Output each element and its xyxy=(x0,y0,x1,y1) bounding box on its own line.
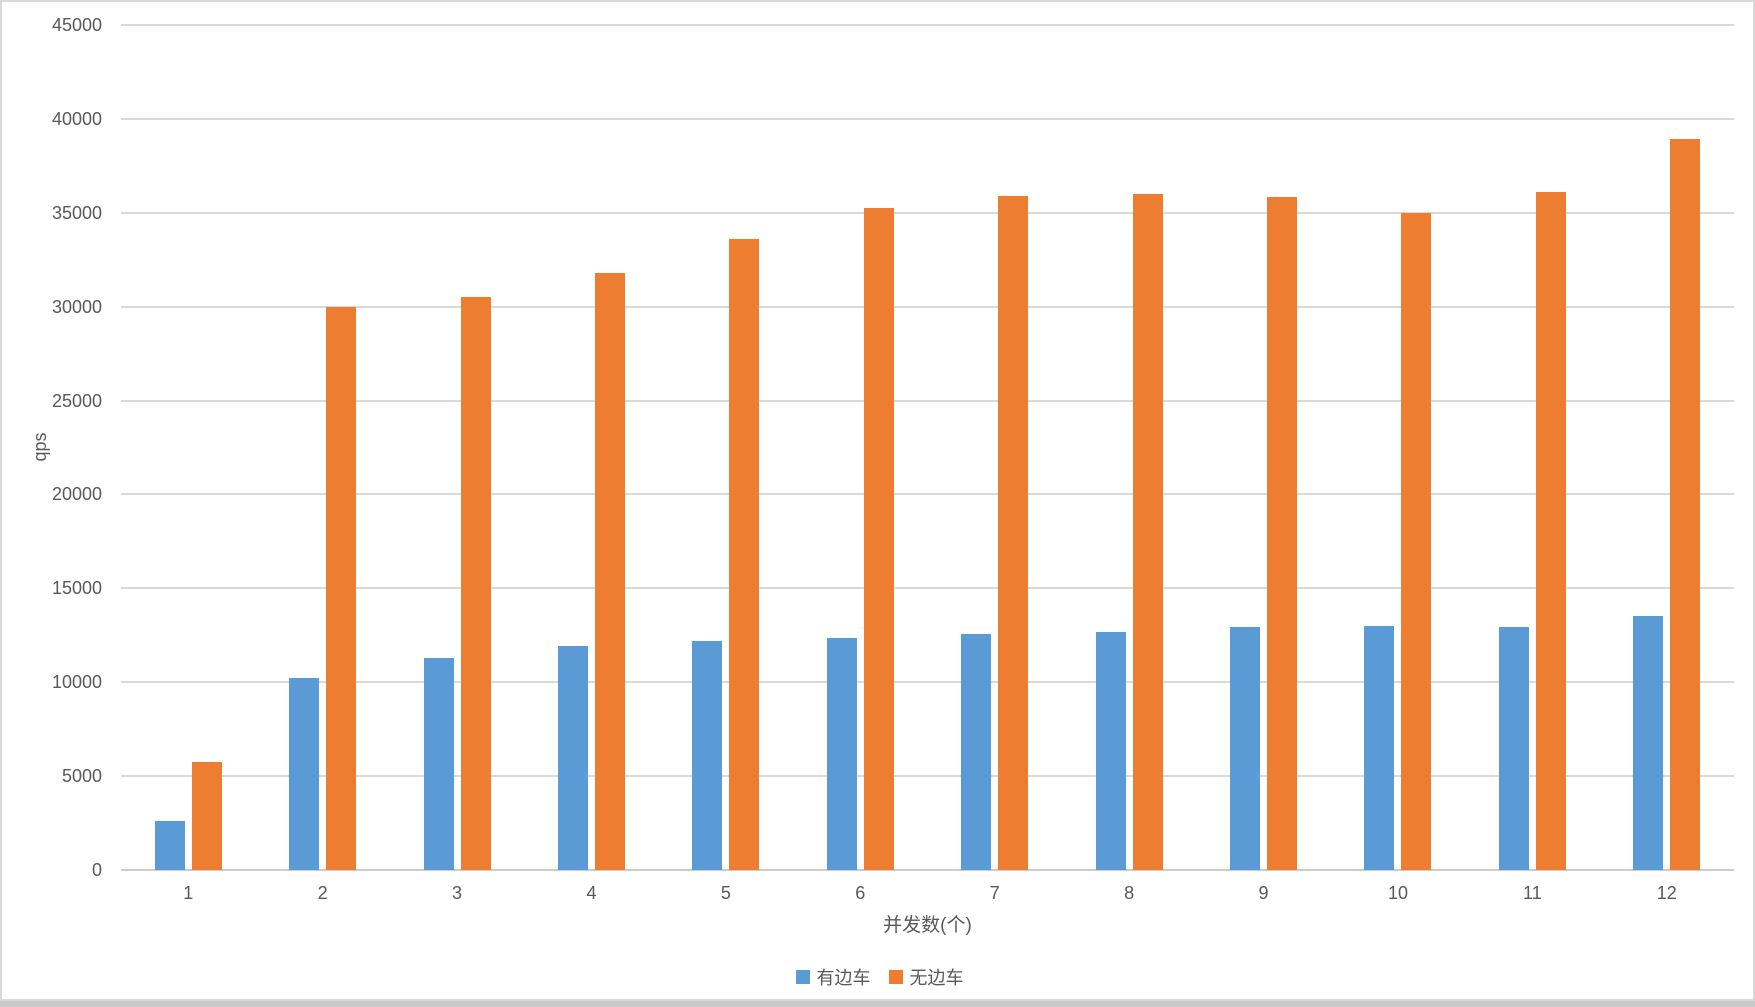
gridline-5000 xyxy=(121,775,1734,778)
gridline-30000 xyxy=(121,305,1734,308)
gridline-10000 xyxy=(121,681,1734,684)
y-tick-label-10000: 10000 xyxy=(51,672,102,693)
x-tick-label-4: 4 xyxy=(586,883,597,903)
x-axis-title: 并发数(个) xyxy=(883,915,972,936)
y-tick-label-25000: 25000 xyxy=(51,390,102,411)
legend-item-有边车: 有边车 xyxy=(795,964,871,990)
bar-无边车-12 xyxy=(1670,138,1701,870)
legend-swatch-icon xyxy=(888,970,903,984)
legend-item-无边车: 无边车 xyxy=(888,964,964,990)
x-tick-label-3: 3 xyxy=(452,883,463,903)
legend-label: 无边车 xyxy=(909,968,964,988)
bar-无边车-1 xyxy=(191,762,222,870)
x-tick-label-12: 12 xyxy=(1656,883,1677,903)
bar-有边车-5 xyxy=(692,640,723,870)
x-tick-label-9: 9 xyxy=(1258,883,1269,903)
x-tick-label-6: 6 xyxy=(855,883,866,903)
bar-无边车-4 xyxy=(594,272,625,870)
y-axis-title: qps xyxy=(29,432,50,462)
bar-有边车-12 xyxy=(1633,615,1664,870)
y-tick-label-30000: 30000 xyxy=(51,296,102,317)
x-tick-label-7: 7 xyxy=(989,883,1000,903)
y-axis-title-wrap: qps xyxy=(10,417,70,477)
y-tick-label-35000: 35000 xyxy=(51,202,102,223)
bottom-strip xyxy=(0,1001,1755,1007)
bar-有边车-10 xyxy=(1364,625,1395,870)
legend-swatch-icon xyxy=(795,970,810,984)
x-tick-label-8: 8 xyxy=(1124,883,1135,903)
bar-无边车-9 xyxy=(1267,196,1298,870)
y-tick-label-40000: 40000 xyxy=(51,108,102,129)
y-tick-label-20000: 20000 xyxy=(51,484,102,505)
x-tick-label-5: 5 xyxy=(720,883,731,903)
bar-无边车-8 xyxy=(1132,194,1163,870)
bar-无边车-3 xyxy=(460,297,491,870)
gridline-20000 xyxy=(121,493,1734,496)
bar-无边车-6 xyxy=(863,208,894,870)
gridline-40000 xyxy=(121,117,1734,120)
y-tick-label-15000: 15000 xyxy=(51,578,102,599)
bar-无边车-2 xyxy=(326,306,357,870)
bar-无边车-5 xyxy=(729,239,760,870)
y-tick-label-45000: 45000 xyxy=(51,15,102,35)
y-tick-label-5000: 5000 xyxy=(61,766,102,787)
bar-有边车-11 xyxy=(1498,626,1529,870)
bar-无边车-10 xyxy=(1401,212,1432,870)
y-tick-label-0: 0 xyxy=(91,860,102,880)
gridline-35000 xyxy=(121,211,1734,214)
gridline-45000 xyxy=(121,24,1734,26)
bar-有边车-6 xyxy=(826,638,857,870)
x-tick-label-1: 1 xyxy=(183,883,194,903)
bar-有边车-9 xyxy=(1230,626,1261,870)
bar-有边车-8 xyxy=(1095,631,1126,870)
bar-有边车-1 xyxy=(154,821,185,870)
x-tick-label-11: 11 xyxy=(1523,883,1542,903)
gridline-0 xyxy=(121,869,1734,871)
legend-label: 有边车 xyxy=(816,968,871,988)
bar-有边车-3 xyxy=(423,657,454,870)
bar-有边车-4 xyxy=(557,645,588,870)
gridline-15000 xyxy=(121,587,1734,590)
legend: 有边车 无边车 xyxy=(2,964,1755,990)
bar-无边车-11 xyxy=(1535,192,1566,870)
bar-有边车-7 xyxy=(961,634,992,870)
x-tick-label-2: 2 xyxy=(317,883,328,903)
bar-无边车-7 xyxy=(998,195,1029,870)
x-tick-label-10: 10 xyxy=(1387,883,1408,903)
bar-有边车-2 xyxy=(289,678,320,870)
gridline-25000 xyxy=(121,399,1734,402)
